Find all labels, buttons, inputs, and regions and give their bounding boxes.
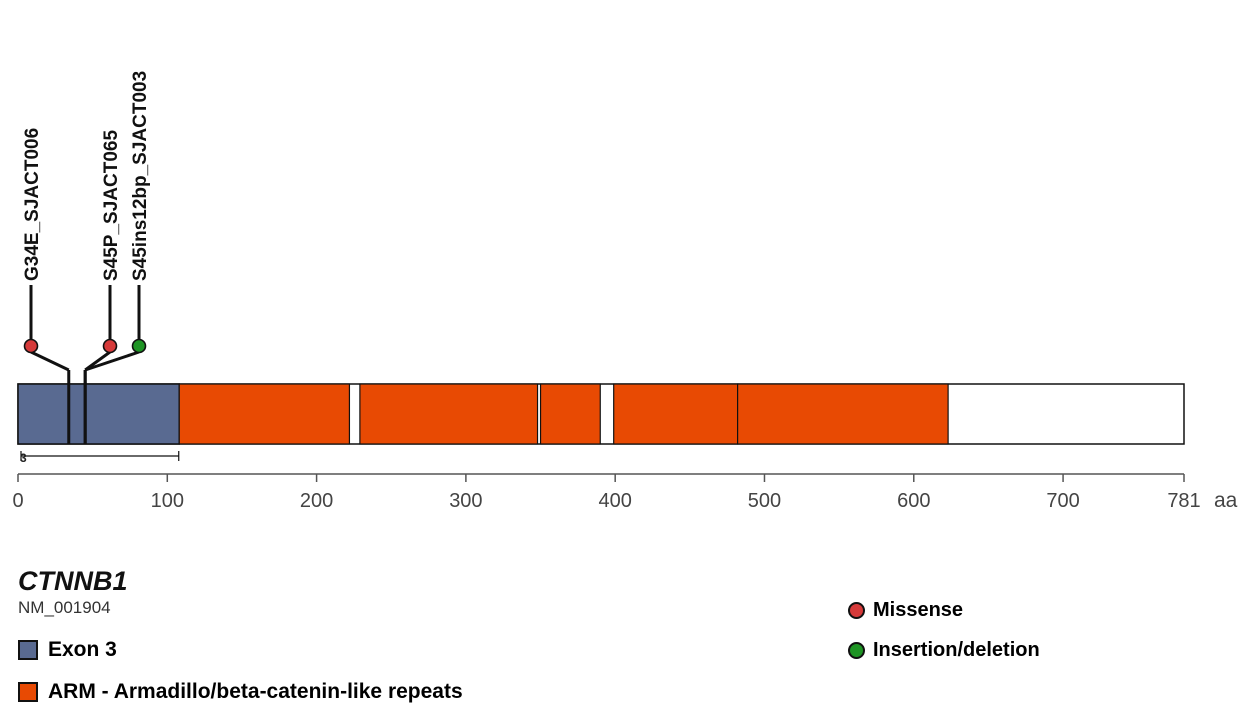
axis-tick-label-0: 0: [12, 490, 23, 512]
axis-tick-label-300: 300: [449, 490, 482, 512]
indel-dot-icon: [848, 642, 865, 659]
legend-item-exon3: Exon 3: [18, 638, 117, 662]
mutation-head-1: [102, 338, 118, 354]
mutation-head-0: [23, 338, 39, 354]
axis-tick-label-781: 781: [1167, 490, 1200, 512]
exon3-region: [17, 383, 180, 445]
mutation-label-1: S45P_SJACT065: [101, 130, 122, 281]
legend-item-indel: Insertion/deletion: [848, 639, 1040, 662]
legend-label-indel: Insertion/deletion: [873, 639, 1040, 661]
exon3-swatch: [18, 640, 38, 660]
legend-item-arm: ARM - Armadillo/beta-catenin-like repeat…: [18, 680, 463, 704]
legend-item-missense: Missense: [848, 599, 963, 622]
mutation-label-0: G34E_SJACT006: [22, 128, 43, 281]
arm-domain-2: [539, 383, 601, 445]
axis-unit-label: aa: [1214, 489, 1238, 512]
missense-dot-icon: [848, 602, 865, 619]
lollipop-plot: 3 0 100 200 300 400 500 600 700 781 aa G34E_SJACT…: [12, 71, 1238, 512]
transcript-id: NM_001904: [18, 598, 111, 617]
legend-label-missense: Missense: [873, 599, 964, 621]
legend-label-arm: ARM - Armadillo/beta-catenin-like repeat…: [48, 680, 463, 703]
axis-tick-label-500: 500: [748, 490, 781, 512]
axis-tick-label-100: 100: [151, 490, 184, 512]
arm-domain-1: [359, 383, 539, 445]
protein-axis: 0 100 200 300 400 500 600 700 781 aa: [12, 473, 1238, 512]
arm-domain-0: [178, 383, 351, 445]
mutation-label-2: S45ins12bp_SJACT003: [130, 71, 151, 281]
mutation-connector-0: [30, 350, 70, 372]
arm-domain-4: [737, 383, 949, 445]
gene-name: CTNNB1: [18, 566, 128, 596]
mutation-lollipops: G34E_SJACT006 S45P_SJACT065 S45ins12bp_SJA…: [22, 71, 151, 444]
axis-tick-label-700: 700: [1046, 490, 1079, 512]
arm-domain-3: [613, 383, 739, 445]
mutation-connector-1: [84, 350, 111, 372]
axis-tick-label-200: 200: [300, 490, 333, 512]
protein-track: 3: [17, 383, 1185, 465]
axis-tick-label-400: 400: [598, 490, 631, 512]
arm-swatch: [18, 682, 38, 702]
mutation-head-2: [131, 338, 147, 354]
exon3-marker-label: 3: [20, 451, 27, 465]
legend-label-exon3: Exon 3: [48, 638, 117, 661]
axis-tick-label-600: 600: [897, 490, 930, 512]
mutation-connector-2: [84, 350, 140, 372]
